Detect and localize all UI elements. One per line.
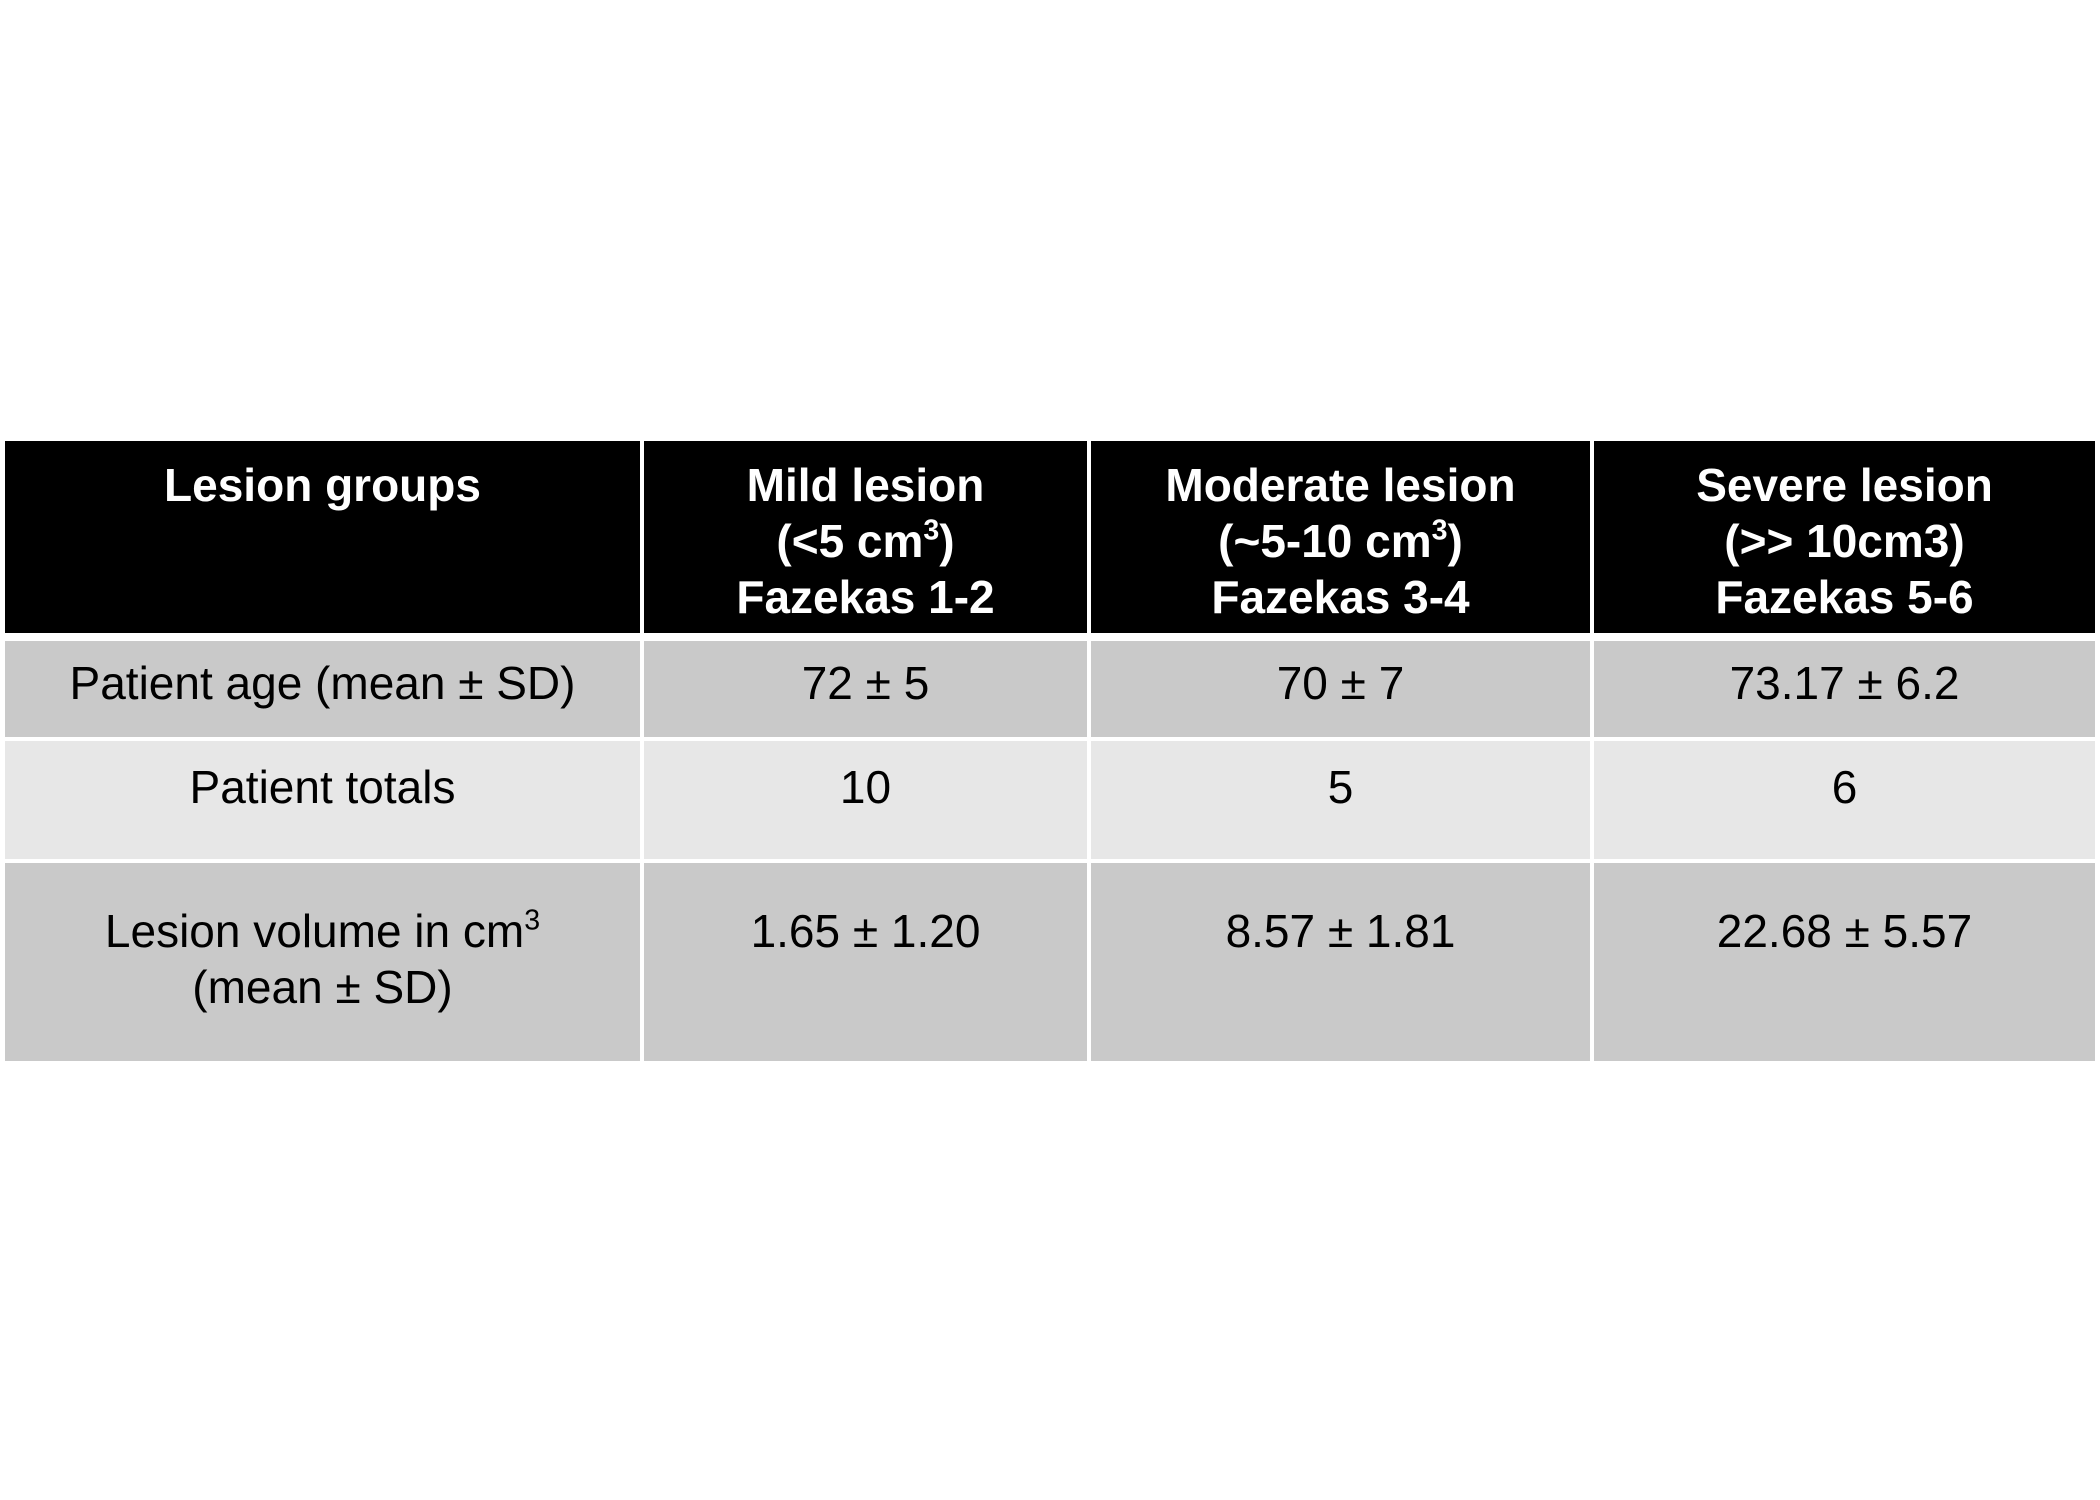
header-mild-lesion: Mild lesion (<5 cm3) Fazekas 1-2 xyxy=(640,441,1091,641)
cell-volume-mild: 1.65 ± 1.20 xyxy=(640,859,1091,1061)
header-moderate-fazekas: Fazekas 3-4 xyxy=(1211,571,1470,623)
header-lesion-groups-label: Lesion groups xyxy=(164,459,481,511)
lesion-volume-label-superscript: 3 xyxy=(524,904,541,937)
table-row-lesion-volume: Lesion volume in cm3 (mean ± SD) 1.65 ± … xyxy=(5,859,2095,1061)
header-moderate-volume-superscript: 3 xyxy=(1431,514,1448,547)
header-lesion-groups: Lesion groups xyxy=(5,441,644,641)
header-severe-fazekas: Fazekas 5-6 xyxy=(1715,571,1974,623)
header-moderate-volume-range: (~5-10 cm3) xyxy=(1101,513,1580,569)
row-label-lesion-volume: Lesion volume in cm3 (mean ± SD) xyxy=(5,859,644,1061)
row-label-patient-age: Patient age (mean ± SD) xyxy=(5,635,644,741)
header-mild-volume-text: (<5 cm xyxy=(776,515,924,567)
header-moderate-lesion: Moderate lesion (~5-10 cm3) Fazekas 3-4 xyxy=(1087,441,1594,641)
lesion-volume-label-text: Lesion volume in cm xyxy=(104,905,525,957)
header-moderate-volume-text: (~5-10 cm xyxy=(1218,515,1432,567)
cell-totals-mild: 10 xyxy=(640,737,1091,863)
table-header-row: Lesion groups Mild lesion (<5 cm3) Fazek… xyxy=(5,441,2095,641)
table-row-patient-totals: Patient totals 10 5 6 xyxy=(5,737,2095,863)
header-severe-lesion: Severe lesion (>> 10cm3) Fazekas 5-6 xyxy=(1590,441,2095,641)
cell-age-mild: 72 ± 5 xyxy=(640,635,1091,741)
lesion-groups-table: Lesion groups Mild lesion (<5 cm3) Fazek… xyxy=(5,441,2095,1061)
lesion-groups-table-container: Lesion groups Mild lesion (<5 cm3) Fazek… xyxy=(5,441,2095,1061)
header-moderate-volume-close: ) xyxy=(1447,515,1463,567)
cell-totals-severe: 6 xyxy=(1590,737,2095,863)
row-label-patient-totals: Patient totals xyxy=(5,737,644,863)
table-row-patient-age: Patient age (mean ± SD) 72 ± 5 70 ± 7 73… xyxy=(5,635,2095,741)
cell-age-moderate: 70 ± 7 xyxy=(1087,635,1594,741)
row-label-lesion-volume-line2: (mean ± SD) xyxy=(192,961,453,1013)
header-severe-volume-range: (>> 10cm3) xyxy=(1724,515,1965,567)
header-mild-volume-close: ) xyxy=(939,515,955,567)
header-mild-fazekas: Fazekas 1-2 xyxy=(736,571,995,623)
cell-totals-moderate: 5 xyxy=(1087,737,1594,863)
cell-age-severe: 73.17 ± 6.2 xyxy=(1590,635,2095,741)
row-label-lesion-volume-line1: Lesion volume in cm3 xyxy=(15,903,630,959)
header-mild-title: Mild lesion xyxy=(746,459,985,511)
header-severe-title: Severe lesion xyxy=(1696,459,1993,511)
header-moderate-title: Moderate lesion xyxy=(1165,459,1516,511)
header-mild-volume-range: (<5 cm3) xyxy=(654,513,1077,569)
cell-volume-moderate: 8.57 ± 1.81 xyxy=(1087,859,1594,1061)
header-mild-volume-superscript: 3 xyxy=(923,514,940,547)
cell-volume-severe: 22.68 ± 5.57 xyxy=(1590,859,2095,1061)
